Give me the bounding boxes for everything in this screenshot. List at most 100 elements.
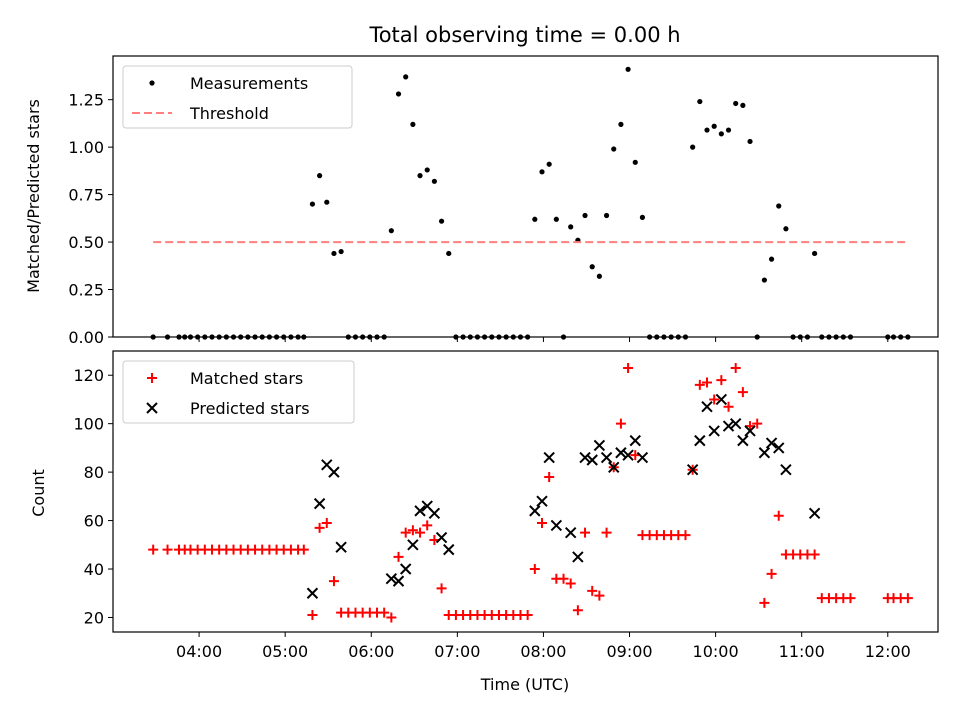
measurement-point xyxy=(812,250,818,257)
measurement-point xyxy=(582,212,588,219)
bottom-x-tick-label: 11:00 xyxy=(779,642,825,661)
predicted-star-point xyxy=(722,420,735,432)
matched-star-point xyxy=(601,527,612,538)
matched-star-point xyxy=(307,610,318,621)
matched-star-point xyxy=(773,510,784,521)
measurement-point xyxy=(711,123,717,129)
matched-star-point xyxy=(148,544,159,555)
top-legend: Measurements Threshold xyxy=(122,65,353,129)
bottom-x-tick-label: 09:00 xyxy=(606,642,652,661)
predicted-star-point xyxy=(808,507,821,520)
bottom-x-tick-label: 07:00 xyxy=(434,642,480,661)
matched-star-point xyxy=(162,544,173,555)
matched-star-point xyxy=(759,597,770,608)
legend-matched-swatch xyxy=(147,373,157,383)
matched-star-point xyxy=(766,568,777,579)
matched-star-point xyxy=(529,564,540,575)
measurement-point xyxy=(403,74,409,80)
measurement-point xyxy=(539,169,545,175)
bottom-legend: Matched stars Predicted stars xyxy=(122,360,355,424)
predicted-star-point xyxy=(586,454,598,466)
matched-star-point xyxy=(730,362,741,373)
top-axes-frame xyxy=(112,55,939,338)
matched-star-point xyxy=(537,517,547,528)
predicted-star-point xyxy=(615,447,627,459)
matched-star-point xyxy=(615,418,626,429)
measurement-point xyxy=(417,173,423,179)
predicted-star-point xyxy=(579,451,591,464)
legend-label: Measurements xyxy=(190,74,308,93)
legend-predicted-swatch xyxy=(146,402,158,414)
matched-star-point xyxy=(436,583,447,594)
matched-star-point xyxy=(623,362,634,373)
matched-star-point xyxy=(386,612,397,623)
matched-star-point xyxy=(845,593,856,604)
measurement-point xyxy=(740,102,746,108)
matched-star-point xyxy=(587,585,598,596)
measurement-point xyxy=(589,264,595,270)
bottom-y-tick-label: 60 xyxy=(84,512,104,531)
predicted-star-point xyxy=(686,463,699,476)
measurement-point xyxy=(632,159,638,165)
matched-star-point xyxy=(716,375,727,386)
measurement-point xyxy=(424,167,430,173)
legend-label: Predicted stars xyxy=(190,399,310,418)
measurement-point xyxy=(331,250,337,257)
measurement-point xyxy=(747,138,753,145)
predicted-star-point xyxy=(543,451,555,464)
measurement-point xyxy=(697,98,703,105)
bottom-y-tick-label: 100 xyxy=(73,415,104,434)
matched-star-point xyxy=(393,551,404,562)
predicted-star-point xyxy=(306,587,319,599)
bottom-x-tick-label: 12:00 xyxy=(865,642,911,661)
measurement-point xyxy=(725,127,732,133)
predicted-star-point xyxy=(780,463,792,476)
matched-star-point xyxy=(522,610,533,621)
matched-star-point xyxy=(558,573,569,584)
measurement-point xyxy=(410,121,416,127)
top-plot-area: 0.00 0.25 0.50 0.75 1.00 1.25 Measurements Thre… xyxy=(68,55,939,347)
matched-star-point xyxy=(400,527,411,538)
matched-star-point xyxy=(422,520,433,531)
matched-star-point xyxy=(314,522,325,533)
predicted-star-point xyxy=(744,425,756,437)
measurement-point xyxy=(761,277,767,283)
matched-star-point xyxy=(298,544,309,555)
measurement-point xyxy=(596,273,602,279)
predicted-star-point xyxy=(600,451,613,464)
matched-star-point xyxy=(572,605,583,616)
top-chart-title: Total observing time = 0.00 h xyxy=(368,23,680,47)
measurement-point xyxy=(618,121,624,127)
matched-star-point xyxy=(407,525,418,536)
predicted-star-point xyxy=(550,519,563,532)
predicted-star-point xyxy=(715,393,728,406)
matched-star-point xyxy=(737,387,748,398)
bottom-x-axis-label: Time (UTC) xyxy=(480,675,569,694)
bottom-x-tick-label: 05:00 xyxy=(262,642,308,661)
predicted-star-point xyxy=(694,434,706,447)
matched-star-point xyxy=(594,590,605,601)
predicted-star-point xyxy=(729,417,742,430)
bottom-y-tick-label: 40 xyxy=(84,560,104,579)
top-y-tick-label: 1.25 xyxy=(68,91,104,110)
legend-label: Threshold xyxy=(189,104,269,123)
measurement-point xyxy=(324,199,330,205)
measurement-point xyxy=(603,212,610,219)
measurement-point xyxy=(783,226,789,232)
predicted-star-point xyxy=(701,401,713,413)
matched-star-point xyxy=(544,471,555,482)
measurement-point xyxy=(438,218,445,224)
matched-star-point xyxy=(745,421,756,432)
predicted-star-point xyxy=(399,563,412,575)
matched-star-point xyxy=(328,576,339,587)
bottom-y-tick-label: 120 xyxy=(73,366,104,385)
bottom-plot-area: 04:00 05:00 06:00 07:00 08:00 09:00 10:00 11:00… xyxy=(73,350,939,661)
measurement-point xyxy=(338,248,344,255)
measurement-point xyxy=(625,66,631,72)
measurement-point xyxy=(532,216,538,222)
top-y-axis-label: Matched/Predicted stars xyxy=(24,99,43,293)
predicted-star-point xyxy=(758,447,771,459)
measurement-point xyxy=(776,203,782,209)
predicted-star-point xyxy=(572,551,584,563)
